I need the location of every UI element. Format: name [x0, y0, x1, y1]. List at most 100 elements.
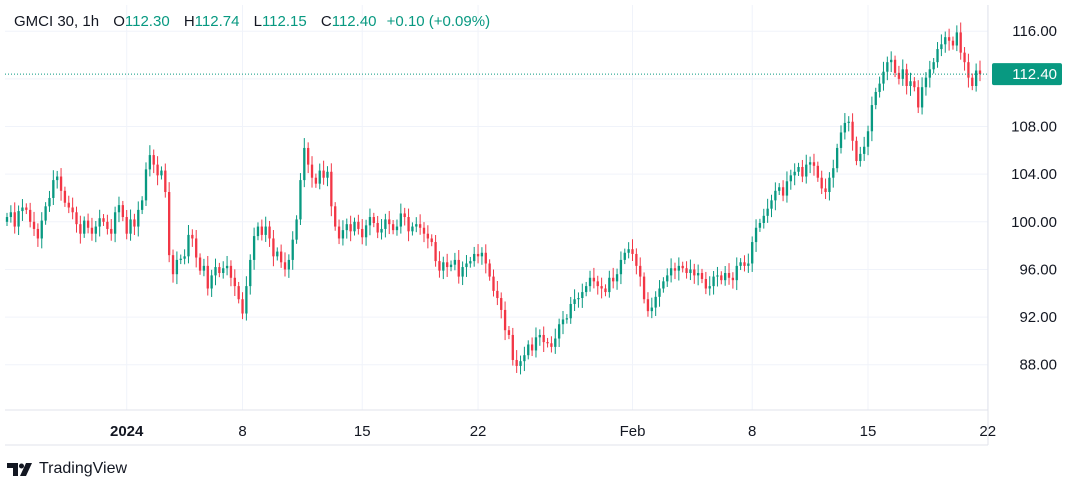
candle-body [399, 213, 402, 227]
close-value: 112.40 [331, 13, 377, 30]
candle-body [893, 59, 897, 73]
candle-body [600, 286, 603, 289]
candle-body [376, 222, 379, 233]
candle-body [585, 286, 588, 293]
candle-body [824, 188, 827, 193]
candle-body [866, 131, 870, 147]
candle-body [890, 59, 893, 63]
candle-body [40, 220, 43, 239]
high-key: H [183, 13, 195, 30]
candle-body [380, 228, 383, 233]
candle-body [828, 177, 831, 193]
candle-body [326, 171, 329, 178]
candle-body [689, 269, 692, 274]
ohlc-legend: GMCI 30, 1h O112.30 H112.74 L112.15 C112… [14, 13, 490, 30]
candle-body [125, 217, 128, 234]
x-tick-label: Feb [620, 423, 646, 440]
candle-body [909, 81, 912, 86]
candle-body [650, 307, 653, 312]
candle-body [430, 238, 433, 243]
candle-body [241, 299, 244, 314]
candle-body [260, 226, 263, 235]
candle-body [882, 71, 885, 84]
candle-body [168, 192, 171, 256]
candle-body [391, 224, 395, 231]
candle-body [314, 177, 318, 184]
candle-body [793, 171, 796, 176]
candle-body [264, 226, 267, 235]
y-tick-label: 92.00 [1019, 309, 1057, 326]
candle-body [249, 259, 252, 287]
candle-body [708, 286, 711, 289]
candle-body [561, 319, 565, 325]
y-tick-label: 96.00 [1019, 261, 1057, 278]
candle-body [364, 225, 368, 238]
candle-body [469, 261, 472, 264]
candle-body [808, 162, 812, 165]
candle-body [140, 200, 144, 210]
open-key: O [113, 13, 125, 30]
candle-body [179, 258, 182, 260]
grid [5, 5, 989, 410]
candle-body [415, 224, 418, 227]
tradingview-brand[interactable]: TradingView [7, 460, 127, 478]
low-value: 112.15 [261, 13, 307, 30]
candle-body [666, 275, 669, 282]
candle-body [639, 265, 642, 277]
candle-body [917, 87, 920, 108]
candle-body [318, 170, 321, 184]
candle-body [700, 273, 704, 279]
candle-body [171, 255, 175, 275]
candle-body [847, 121, 850, 123]
candle-body [662, 281, 665, 289]
candle-body [372, 217, 375, 223]
candle-body [758, 222, 762, 228]
candle-body [299, 180, 302, 220]
candle-body [693, 269, 696, 276]
candle-body [557, 324, 561, 339]
candle-body [696, 273, 700, 276]
candle-body [951, 40, 955, 46]
candle-body [102, 218, 105, 222]
candle-body [361, 228, 364, 238]
candle-body [573, 299, 576, 304]
candle-body [152, 155, 155, 165]
candle-body [183, 256, 186, 259]
candle-body [245, 286, 248, 314]
candle-body [52, 180, 55, 198]
high-value: 112.74 [194, 13, 240, 30]
candle-body [588, 277, 592, 287]
x-tick-label: 15 [860, 423, 877, 440]
candle-body [388, 219, 391, 225]
candle-body [863, 146, 866, 154]
candle-body [565, 318, 569, 320]
y-tick-label: 88.00 [1019, 357, 1057, 374]
candle-body [237, 286, 240, 300]
candle-body [384, 219, 387, 229]
candle-body [75, 212, 78, 225]
candle-body [959, 32, 962, 53]
candle-body [222, 268, 225, 274]
candle-body [774, 190, 777, 201]
candle-body [307, 147, 310, 165]
candle-body [673, 268, 677, 271]
candle-body [874, 91, 877, 106]
candle-body [947, 37, 951, 41]
candle-body [835, 147, 839, 169]
candle-body [596, 281, 599, 287]
candle-body [403, 213, 406, 218]
candle-body [79, 224, 82, 234]
candle-body [527, 344, 530, 356]
candle-body [13, 212, 16, 227]
candle-body [897, 72, 901, 79]
candle-body [29, 209, 32, 222]
candle-body [214, 267, 217, 276]
candle-body [905, 69, 908, 86]
candle-body [801, 167, 804, 177]
candle-body [121, 205, 124, 218]
candle-body [530, 344, 534, 351]
candle-body [936, 49, 939, 63]
candle-body [272, 238, 275, 257]
